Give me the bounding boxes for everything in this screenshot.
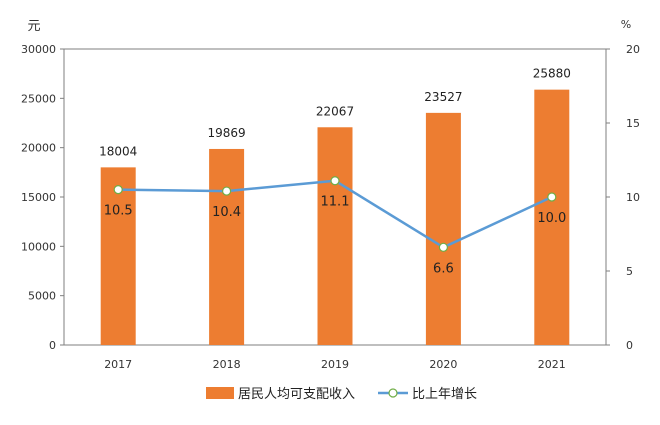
legend-bar-label: 居民人均可支配收入	[238, 387, 355, 402]
bar-value-label: 22067	[316, 104, 354, 118]
left-axis-unit-label: 元	[27, 19, 40, 34]
x-tick-label: 2017	[104, 358, 132, 371]
x-axis-tick-labels: 2017 2018 2019 2020 2021	[104, 358, 566, 371]
left-tick-label: 30000	[21, 43, 56, 56]
line-point	[330, 176, 340, 186]
bar	[425, 112, 461, 345]
left-tick-label: 5000	[28, 290, 56, 303]
line-value-label: 6.6	[433, 261, 454, 276]
bar-series	[100, 89, 570, 345]
bar-value-label: 23527	[424, 90, 462, 104]
bar-value-label: 18004	[99, 144, 137, 158]
line-point	[113, 185, 123, 195]
right-axis-unit-label: %	[621, 18, 631, 31]
right-tick-label: 20	[626, 43, 640, 56]
right-tick-label: 15	[626, 117, 640, 130]
right-tick-label: 5	[626, 265, 633, 278]
x-tick-label: 2021	[538, 358, 566, 371]
legend-line-label: 比上年增长	[412, 387, 477, 402]
line-value-labels: 10.5 10.4 11.1 6.6 10.0	[104, 195, 567, 277]
x-tick-label: 2018	[213, 358, 241, 371]
bar-value-labels: 18004 19869 22067 23527 25880	[99, 67, 571, 159]
left-tick-label: 10000	[21, 240, 56, 253]
bar-value-label: 19869	[208, 126, 246, 140]
line-value-label: 10.5	[104, 204, 133, 219]
bar	[534, 89, 570, 345]
left-tick-label: 15000	[21, 191, 56, 204]
line-point	[222, 186, 232, 196]
line-value-label: 11.1	[321, 195, 350, 210]
line-series	[113, 176, 557, 252]
left-tick-label: 0	[49, 339, 56, 352]
x-tick-label: 2019	[321, 358, 349, 371]
line-point	[438, 242, 448, 252]
bar	[100, 167, 136, 345]
left-tick-label: 20000	[21, 142, 56, 155]
x-tick-label: 2020	[429, 358, 457, 371]
right-tick-label: 10	[626, 191, 640, 204]
bar	[209, 148, 245, 345]
line-value-label: 10.4	[212, 205, 241, 220]
legend-line-marker	[388, 388, 398, 398]
bar-value-label: 25880	[533, 67, 571, 81]
left-tick-label: 25000	[21, 92, 56, 105]
left-axis-ticks: 0 5000 10000 15000 20000 25000 30000	[21, 43, 64, 352]
line-point	[547, 192, 557, 202]
right-tick-label: 0	[626, 339, 633, 352]
bar	[317, 127, 353, 345]
line-value-label: 10.0	[537, 211, 566, 226]
right-axis-ticks: 0 5 10 15 20	[606, 43, 640, 352]
legend-bar-swatch	[206, 387, 234, 399]
legend: 居民人均可支配收入 比上年增长	[206, 387, 477, 402]
